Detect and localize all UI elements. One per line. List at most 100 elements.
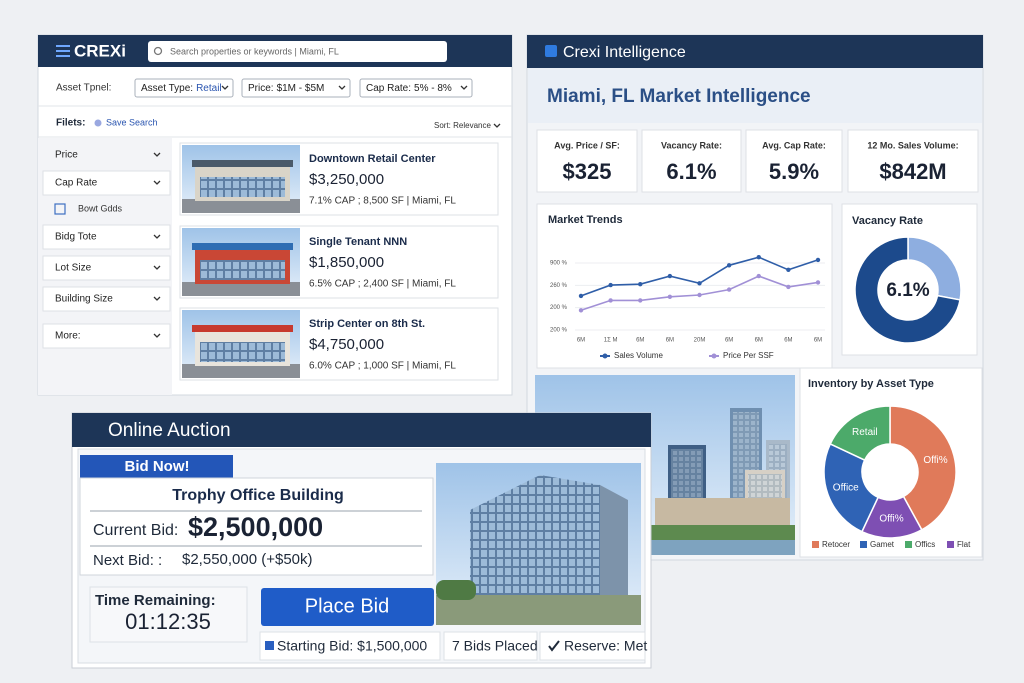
line-point [726,287,732,292]
line-point [756,255,761,260]
x-tick-label: 6M [577,338,585,344]
sidebar-item[interactable] [42,286,171,312]
photo-trees [436,580,476,600]
photo-building-side [600,485,628,600]
donut-slice [854,236,961,344]
chevron-icon [153,152,161,157]
line-point [815,257,821,263]
filter-name: Asset Type: [141,83,193,94]
listing-details: 6.0% CAP ; 1,000 SF | Miami, FL [309,361,456,372]
place-bid-button[interactable] [261,588,434,626]
kpi-label: 12 Mo. Sales Volume: [867,140,958,150]
filter-button[interactable] [241,78,351,98]
line-point [786,284,791,290]
filter-name: Price: [248,83,274,94]
legend-swatch [812,541,819,548]
kpi-label: Avg. Price / SF: [554,140,620,150]
listing-title: Single Tenant NNN [309,236,407,248]
chart-title: Market Trends [548,214,623,226]
brand: Crexi Intelligence [563,44,686,61]
sidebar-text: Building Size [55,294,113,305]
title-band [528,68,982,123]
x-tick-label: 6M [784,338,792,344]
line-point [667,294,673,299]
next-bid: $2,550,000 (+$50k) [182,551,313,568]
y-tick-label: 260 % [550,283,568,289]
filter-value: $1M - $5M [277,83,325,94]
search-placeholder: Search properties or keywords | Miami, F… [170,46,339,56]
filter-text: Price: $1M - $5M [248,83,324,94]
chevron-icon [338,85,346,90]
save-icon [94,119,102,127]
legend-swatch [602,353,608,359]
kpi-value: $325 [563,159,612,184]
kpi-card [847,129,979,193]
info-box [443,631,538,661]
kpi-card [536,129,638,193]
next-bid-label: Next Bid: : [93,552,162,569]
legend-label: Retocer [822,540,850,549]
listing-price: $1,850,000 [309,254,384,271]
kpi-card [641,129,742,193]
x-tick-label: 6M [755,338,763,344]
y-tick-label: 200 % [550,328,568,334]
line-point [638,282,643,287]
filter-button[interactable] [359,78,473,98]
x-tick-label: 6M [666,338,674,344]
filter-text: Asset Type: Retail [141,83,222,94]
brand-icon [545,45,557,57]
chevron-icon [153,234,161,239]
listing-title: Strip Center on 8th St. [309,318,425,330]
legend-label: Flat [957,540,971,549]
listing-price: $4,750,000 [309,336,384,353]
chart-title: Vacancy Rate [852,215,923,227]
kpi-label: Avg. Cap Rate: [762,140,826,150]
line-point [578,308,584,313]
sidebar-icon [54,203,66,215]
sidebar-text: Lot Size [55,263,92,274]
logo: CREXi [74,41,126,60]
search-box[interactable] [148,41,447,62]
time: 01:12:35 [125,609,211,634]
filter-button[interactable] [134,78,234,98]
listing-photo-ground [182,199,300,213]
kpi-card [745,129,843,193]
listing-photo-roof [192,325,293,332]
checkbox-icon [265,641,274,650]
filter-label: Asset Tpnel: [56,83,111,94]
listing-photo-ground [182,364,300,378]
filter-value: 5% - 8% [414,83,452,94]
chevron-icon [153,180,161,185]
sidebar-item[interactable] [42,224,171,250]
sidebar-item[interactable] [42,255,171,281]
sidebar-item[interactable] [42,323,171,349]
x-tick-label: 6M [725,338,733,344]
kpi-value: $842M [879,159,946,184]
chart-card [536,203,833,369]
line-point [756,273,761,279]
button-label: Place Bid [305,595,390,617]
slice-label: Offi% [879,514,903,525]
donut-slice [829,405,891,462]
listing-photo-windows [200,177,285,197]
starting-bid: Starting Bid: $1,500,000 [277,638,427,654]
listing-photo-windows [200,342,285,362]
save-search[interactable]: Save Search [106,117,158,127]
bids: 7 Bids Placed [452,638,538,654]
filters-title: Filets: [56,118,85,129]
x-tick-label: 6M [814,338,822,344]
chevron-icon [153,333,161,338]
y-tick-label: 900 % [550,261,568,267]
sidebar-item[interactable] [42,170,171,196]
line-point [667,273,673,279]
line-point [608,298,613,303]
x-tick-label: 6M [636,338,644,344]
sidebar-text: Cap Rate [55,178,98,189]
legend-swatch [947,541,954,548]
sidebar-text: Price [55,150,78,161]
photo-building [470,475,600,600]
sidebar-text: More: [55,331,81,342]
listing-photo-windows [200,260,285,280]
page-title: Miami, FL Market Intelligence [547,86,811,107]
